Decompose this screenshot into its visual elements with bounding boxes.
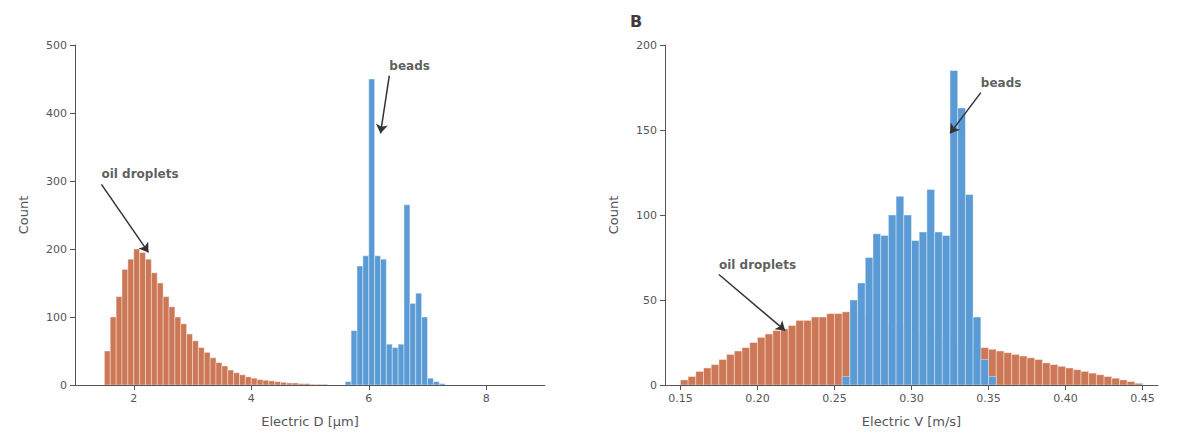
svg-text:100: 100 [636, 209, 657, 222]
svg-text:100: 100 [46, 311, 67, 324]
svg-text:4: 4 [248, 392, 255, 405]
svg-text:6: 6 [365, 392, 372, 405]
svg-text:oil droplets: oil droplets [101, 167, 178, 181]
svg-text:0.15: 0.15 [668, 392, 693, 405]
svg-text:beads: beads [389, 59, 430, 73]
svg-text:2: 2 [130, 392, 137, 405]
svg-text:Count: Count [606, 196, 621, 235]
svg-text:200: 200 [636, 39, 657, 52]
svg-text:400: 400 [46, 107, 67, 120]
svg-text:0.25: 0.25 [822, 392, 847, 405]
svg-text:0: 0 [650, 379, 657, 392]
svg-text:Electric D [μm]: Electric D [μm] [261, 414, 359, 429]
svg-text:200: 200 [46, 243, 67, 256]
svg-text:0.45: 0.45 [1130, 392, 1155, 405]
svg-text:8: 8 [483, 392, 490, 405]
svg-text:beads: beads [981, 76, 1022, 90]
svg-text:oil droplets: oil droplets [719, 258, 796, 272]
svg-text:150: 150 [636, 124, 657, 137]
svg-text:300: 300 [46, 175, 67, 188]
svg-text:0.20: 0.20 [745, 392, 770, 405]
svg-text:Electric V [m/s]: Electric V [m/s] [862, 414, 961, 429]
svg-text:B: B [630, 12, 642, 31]
svg-text:0.40: 0.40 [1053, 392, 1078, 405]
svg-text:0: 0 [60, 379, 67, 392]
svg-text:50: 50 [643, 294, 657, 307]
svg-text:Count: Count [16, 196, 31, 235]
svg-text:500: 500 [46, 39, 67, 52]
svg-text:0.35: 0.35 [976, 392, 1001, 405]
svg-text:0.30: 0.30 [899, 392, 924, 405]
